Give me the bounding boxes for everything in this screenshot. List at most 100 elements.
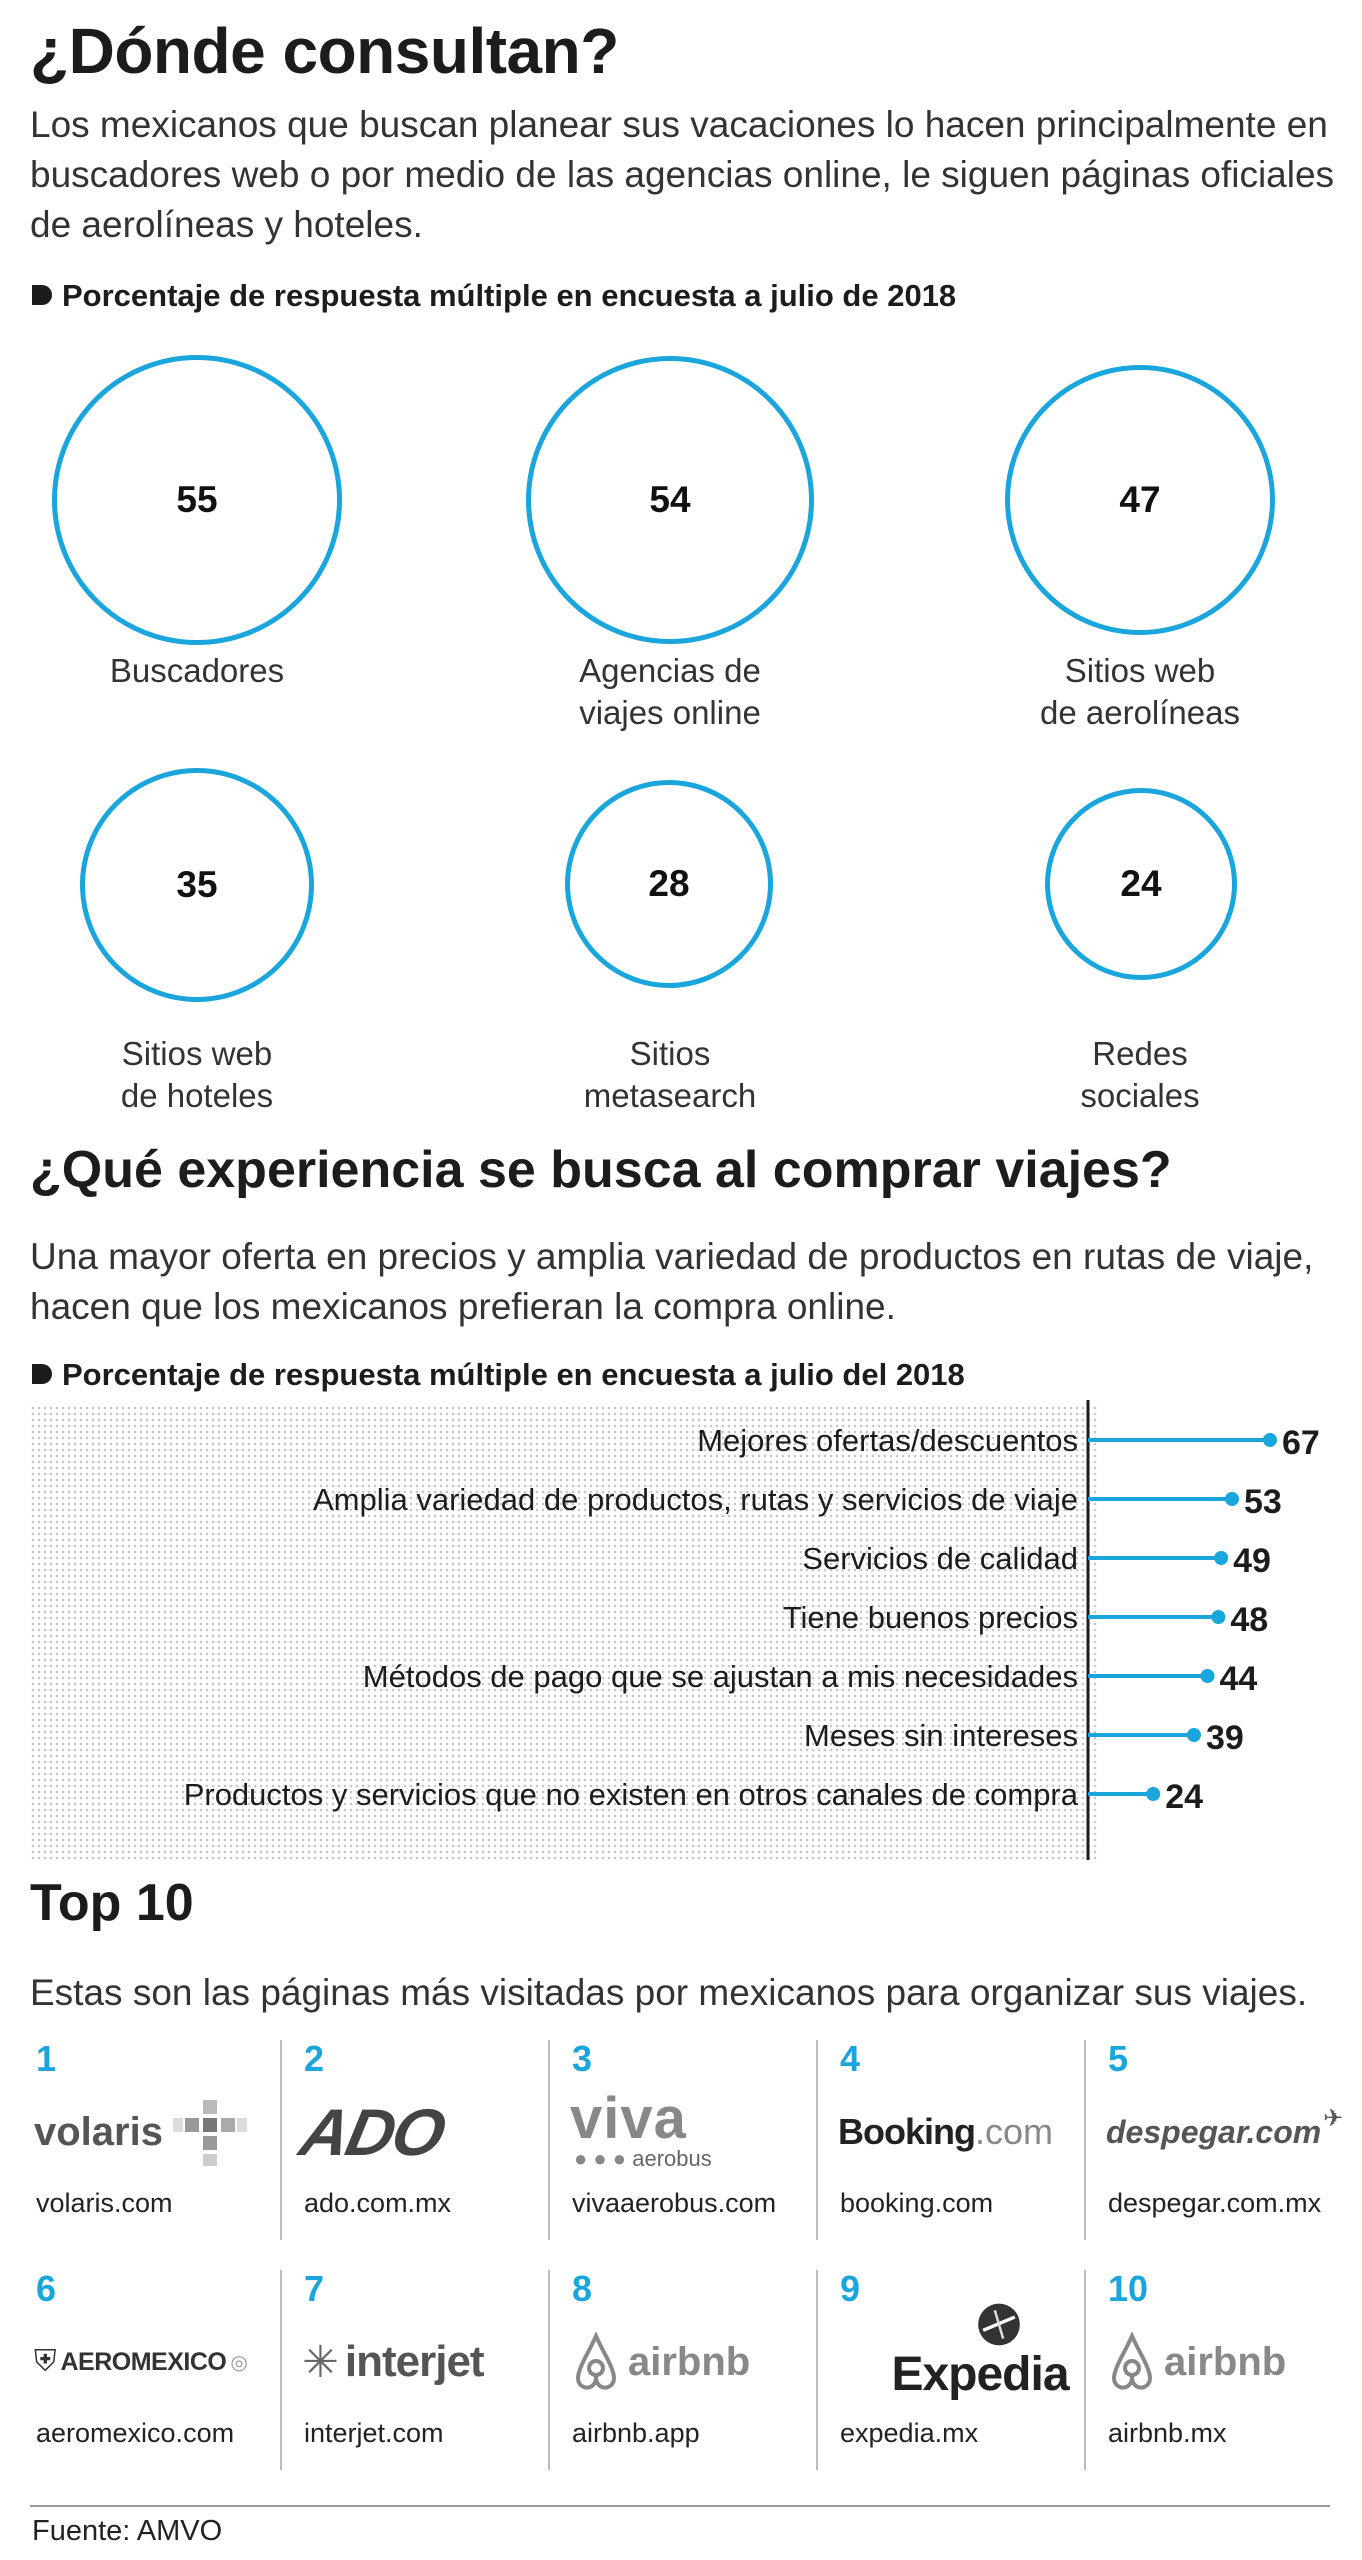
top-site-10[interactable]: 10 airbnb airbnb.mx bbox=[1102, 2268, 1362, 2473]
star-icon: ✳ bbox=[302, 2337, 339, 2387]
circle-label: Sitios web de aerolíneas bbox=[1040, 652, 1240, 731]
site-domain: volaris.com bbox=[36, 2188, 173, 2218]
rank-number: 5 bbox=[1108, 2038, 1129, 2079]
aeromexico-logo: ⛨ AEROMEXICO ◎ bbox=[34, 2345, 248, 2378]
rank-number: 3 bbox=[572, 2038, 593, 2079]
section2-subtitle-text: Porcentaje de respuesta múltiple en encu… bbox=[62, 1357, 965, 1392]
site-domain: interjet.com bbox=[304, 2418, 444, 2448]
circle-label: Sitios metasearch bbox=[583, 1035, 757, 1114]
experience-chart: Mejores ofertas/descuentos 67 Amplia varie… bbox=[184, 1400, 1320, 1860]
circle-metasearch: 28 bbox=[565, 780, 773, 988]
airbnb-logo: airbnb bbox=[570, 2326, 832, 2398]
circle-label: Buscadores bbox=[109, 652, 285, 689]
top-site-6[interactable]: 6 ⛨ AEROMEXICO ◎ aeromexico.com bbox=[30, 2268, 298, 2473]
section2-lead: Una mayor oferta en precios y amplia var… bbox=[30, 1236, 1314, 1327]
plane-icon: ✈ bbox=[1323, 2104, 1344, 2132]
bar-value: 53 bbox=[1244, 1483, 1282, 1521]
expedia-globe-icon bbox=[978, 2303, 1020, 2346]
column-divider bbox=[816, 2270, 818, 2470]
label-marker-icon bbox=[32, 285, 52, 305]
column-divider bbox=[280, 2040, 282, 2240]
site-domain: aeromexico.com bbox=[36, 2418, 235, 2448]
bar-label: Meses sin intereses bbox=[804, 1718, 1078, 1753]
section3-title: Top 10 bbox=[30, 1874, 194, 1932]
site-domain: airbnb.mx bbox=[1108, 2418, 1227, 2448]
rank-number: 4 bbox=[840, 2038, 861, 2079]
column-divider bbox=[548, 2270, 550, 2470]
circle-redes: 24 bbox=[1045, 788, 1237, 980]
circle-label: Sitios web de hoteles bbox=[120, 1035, 274, 1114]
section1-subtitle: Porcentaje de respuesta múltiple en encu… bbox=[32, 278, 956, 314]
section2-title: ¿Qué experiencia se busca al comprar via… bbox=[30, 1141, 1172, 1199]
volaris-logo: volaris bbox=[34, 2096, 296, 2168]
bar-label: Mejores ofertas/descuentos bbox=[697, 1423, 1078, 1458]
section1-title: ¿Dónde consultan? bbox=[30, 15, 619, 87]
interjet-logo: ✳ interjet bbox=[302, 2337, 485, 2387]
bar-dot bbox=[1146, 1787, 1161, 1801]
circle-hoteles: 35 bbox=[80, 768, 314, 1002]
expedia-logo: Expedia bbox=[838, 2302, 1100, 2402]
rank-number: 1 bbox=[36, 2038, 57, 2079]
circle-label: Redes sociales bbox=[1080, 1035, 1200, 1114]
top-site-1[interactable]: 1 volaris volaris.com bbox=[30, 2038, 298, 2243]
top-site-2[interactable]: 2 ADO ado.com.mx bbox=[294, 2038, 566, 2243]
circle-value: 35 bbox=[176, 864, 218, 905]
site-domain: vivaaerobus.com bbox=[572, 2188, 777, 2218]
circle-aerolineas: 47 bbox=[1005, 365, 1275, 635]
section2-subtitle: Porcentaje de respuesta múltiple en encu… bbox=[32, 1357, 965, 1393]
bar-label: Productos y servicios que no existen en … bbox=[184, 1777, 1079, 1812]
bar-dot bbox=[1224, 1492, 1239, 1506]
circle-agencias: 54 bbox=[526, 356, 814, 644]
volaris-mark-icon bbox=[172, 2100, 247, 2166]
eagle-knight-icon: ⛨ bbox=[34, 2345, 57, 2378]
source-note: Fuente: AMVO bbox=[32, 2515, 223, 2547]
bar-dot bbox=[1214, 1551, 1229, 1565]
ado-logo: ADO bbox=[294, 2095, 451, 2169]
booking-logo: Booking .com bbox=[838, 2111, 1053, 2152]
bar-label: Amplia variedad de productos, rutas y se… bbox=[313, 1482, 1078, 1517]
site-domain: expedia.mx bbox=[840, 2418, 979, 2448]
top-site-7[interactable]: 7 ✳ interjet interjet.com bbox=[298, 2268, 566, 2473]
viva-dots-icon: ● ● ● bbox=[574, 2146, 627, 2171]
column-divider bbox=[1084, 2270, 1086, 2470]
bar-label: Tiene buenos precios bbox=[783, 1600, 1078, 1635]
despegar-logo: despegar.com ✈ bbox=[1106, 2104, 1344, 2150]
top-site-9[interactable]: 9 Expedia expedia.mx bbox=[834, 2268, 1102, 2473]
site-domain: ado.com.mx bbox=[304, 2188, 452, 2218]
column-divider bbox=[280, 2270, 282, 2470]
bar-value: 49 bbox=[1233, 1542, 1271, 1580]
airbnb-belo-icon bbox=[575, 2332, 617, 2390]
viva-logo: viva ● ● ● aerobus bbox=[570, 2086, 712, 2172]
column-divider bbox=[548, 2040, 550, 2240]
bar-value: 48 bbox=[1230, 1601, 1268, 1639]
bar-dot bbox=[1211, 1610, 1226, 1624]
bar-label: Servicios de calidad bbox=[802, 1541, 1078, 1576]
column-divider bbox=[1084, 2040, 1086, 2240]
section3-lead: Estas son las páginas más visitadas por … bbox=[30, 1972, 1308, 2013]
rank-number: 7 bbox=[304, 2268, 325, 2309]
skyteam-icon: ◎ bbox=[230, 2351, 248, 2374]
bar-value: 67 bbox=[1282, 1424, 1320, 1462]
bar-dot bbox=[1263, 1433, 1277, 1447]
top-site-3[interactable]: 3 viva ● ● ● aerobus vivaaerobus.com bbox=[566, 2038, 834, 2243]
airbnb-belo-icon bbox=[1111, 2332, 1153, 2390]
circle-value: 28 bbox=[648, 863, 690, 904]
label-marker-icon bbox=[32, 1364, 52, 1384]
site-domain: booking.com bbox=[840, 2188, 994, 2218]
top-site-4[interactable]: 4 Booking .com booking.com bbox=[834, 2038, 1102, 2243]
bar-label: Métodos de pago que se ajustan a mis nec… bbox=[363, 1659, 1078, 1694]
circle-value: 55 bbox=[176, 479, 218, 520]
circle-value: 47 bbox=[1119, 479, 1161, 520]
circle-label: Agencias de viajes online bbox=[579, 652, 761, 731]
bar-dot bbox=[1186, 1728, 1201, 1742]
rank-number: 10 bbox=[1108, 2268, 1149, 2309]
top-site-5[interactable]: 5 despegar.com ✈ despegar.com.mx bbox=[1102, 2038, 1362, 2243]
bar-value: 39 bbox=[1206, 1719, 1244, 1757]
bar-value: 44 bbox=[1220, 1660, 1258, 1698]
bar-value: 24 bbox=[1165, 1778, 1203, 1816]
column-divider bbox=[816, 2040, 818, 2240]
rank-number: 6 bbox=[36, 2268, 57, 2309]
rank-number: 9 bbox=[840, 2268, 861, 2309]
top-site-8[interactable]: 8 airbnb airbnb.app bbox=[566, 2268, 834, 2473]
bar-dot bbox=[1200, 1669, 1215, 1683]
